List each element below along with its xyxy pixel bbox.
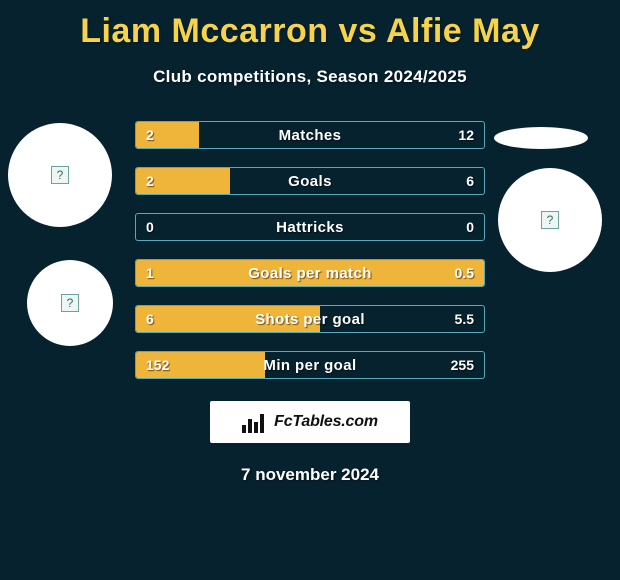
stat-row: 2Matches12 bbox=[135, 121, 485, 149]
date-text: 7 november 2024 bbox=[0, 465, 620, 485]
stat-row: 1Goals per match0.5 bbox=[135, 259, 485, 287]
stat-label: Shots per goal bbox=[136, 306, 484, 332]
missing-image-icon: ? bbox=[541, 211, 559, 229]
comparison-chart: 2Matches12 2Goals6 0Hattricks0 1Goals per m… bbox=[135, 121, 485, 379]
stat-value-right: 5.5 bbox=[455, 306, 474, 332]
stat-label: Hattricks bbox=[136, 214, 484, 240]
stat-value-right: 12 bbox=[458, 122, 474, 148]
stat-label: Matches bbox=[136, 122, 484, 148]
stat-row: 152Min per goal255 bbox=[135, 351, 485, 379]
stat-row: 0Hattricks0 bbox=[135, 213, 485, 241]
subtitle: Club competitions, Season 2024/2025 bbox=[0, 67, 620, 87]
source-badge: FcTables.com bbox=[210, 401, 410, 443]
bar-icon bbox=[242, 411, 268, 433]
avatar: ? bbox=[8, 123, 112, 227]
avatar-ellipse bbox=[494, 127, 588, 149]
stat-label: Goals bbox=[136, 168, 484, 194]
stat-value-right: 0.5 bbox=[455, 260, 474, 286]
page-title: Liam Mccarron vs Alfie May bbox=[0, 0, 620, 51]
stat-value-right: 255 bbox=[451, 352, 474, 378]
stat-value-right: 6 bbox=[466, 168, 474, 194]
avatar: ? bbox=[27, 260, 113, 346]
missing-image-icon: ? bbox=[51, 166, 69, 184]
stat-label: Min per goal bbox=[136, 352, 484, 378]
stat-label: Goals per match bbox=[136, 260, 484, 286]
source-badge-text: FcTables.com bbox=[274, 413, 378, 431]
stat-row: 2Goals6 bbox=[135, 167, 485, 195]
avatar: ? bbox=[498, 168, 602, 272]
stat-row: 6Shots per goal5.5 bbox=[135, 305, 485, 333]
stat-value-right: 0 bbox=[466, 214, 474, 240]
missing-image-icon: ? bbox=[61, 294, 79, 312]
